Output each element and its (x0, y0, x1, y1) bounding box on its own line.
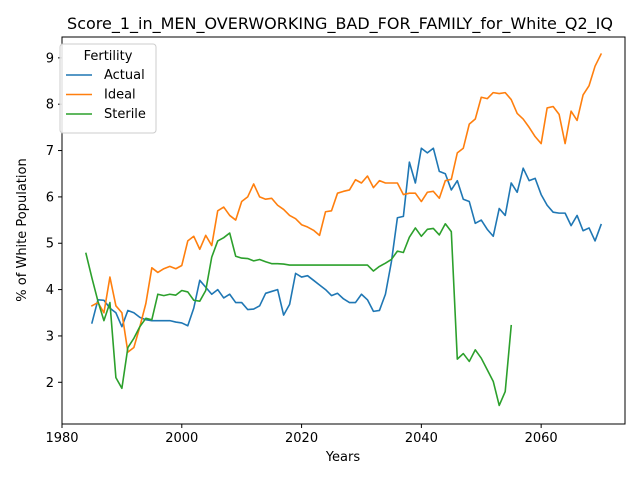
y-tick-label: 7 (46, 144, 54, 159)
plot-frame (61, 36, 626, 425)
legend-label: Actual (104, 68, 145, 83)
x-axis-label: Years (325, 450, 361, 465)
y-tick-label: 2 (46, 376, 54, 391)
y-axis: 2 3 4 5 6 7 8 9 (46, 51, 62, 391)
x-tick-label: 2020 (285, 431, 318, 446)
x-tick-label: 2040 (405, 431, 438, 446)
legend-label: Ideal (104, 88, 136, 103)
y-tick-label: 4 (46, 283, 54, 298)
y-tick-label: 6 (46, 190, 54, 205)
legend: Fertility Actual Ideal Sterile (59, 43, 157, 134)
legend-entries: Actual Ideal Sterile (66, 68, 146, 122)
series-line-sterile (84, 222, 513, 407)
x-tick-label: 2000 (165, 431, 198, 446)
y-tick-label: 3 (46, 329, 54, 344)
y-tick-label: 8 (46, 98, 54, 113)
chart-title: Score_1_in_MEN_OVERWORKING_BAD_FOR_FAMIL… (67, 14, 613, 34)
x-axis: 1980 2000 2020 2040 2060 (45, 424, 558, 446)
series-line-ideal (90, 53, 603, 353)
x-tick-label: 1980 (45, 431, 78, 446)
legend-item-sterile: Sterile (66, 107, 146, 122)
series-line-actual (90, 147, 603, 328)
legend-title: Fertility (84, 49, 133, 64)
plot-area (84, 53, 603, 407)
y-axis-label: % of White Population (15, 158, 30, 301)
legend-label: Sterile (104, 107, 146, 122)
x-tick-label: 2060 (525, 431, 558, 446)
y-tick-label: 5 (46, 237, 54, 252)
legend-item-actual: Actual (66, 68, 145, 83)
y-tick-label: 9 (46, 51, 54, 66)
legend-box (59, 43, 157, 134)
legend-item-ideal: Ideal (66, 88, 136, 103)
